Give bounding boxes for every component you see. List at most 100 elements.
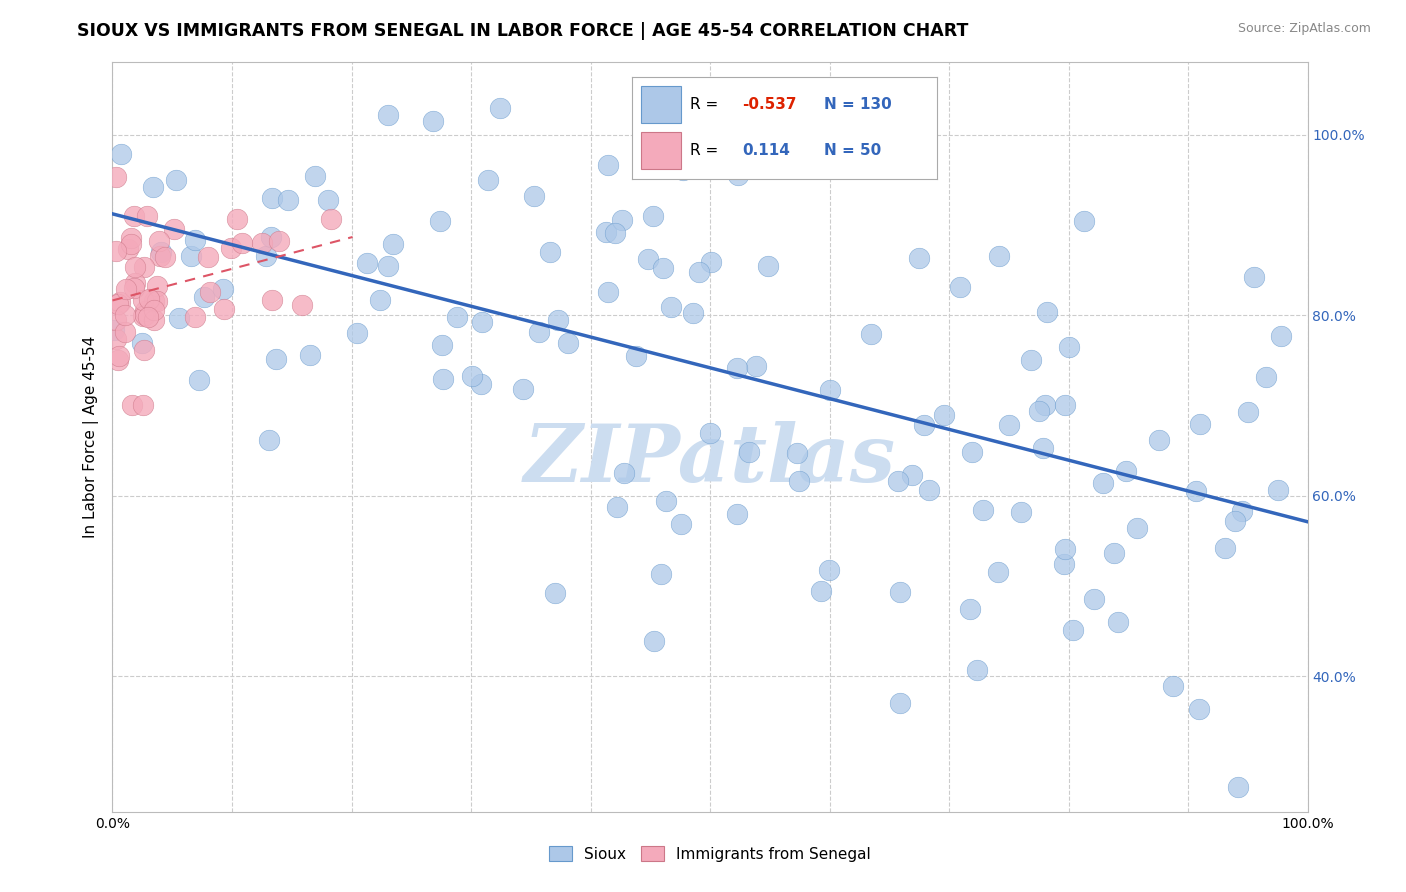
Point bbox=[121, 399, 143, 413]
Point bbox=[117, 243, 139, 257]
Point bbox=[477, 173, 499, 187]
Point bbox=[598, 159, 620, 173]
Point bbox=[547, 313, 569, 327]
Point bbox=[998, 417, 1021, 432]
Point bbox=[131, 310, 153, 324]
Point bbox=[818, 563, 841, 577]
Point bbox=[699, 426, 721, 441]
Point bbox=[120, 231, 142, 245]
Point bbox=[1036, 305, 1059, 319]
Point bbox=[529, 325, 551, 339]
Point bbox=[725, 507, 748, 521]
Point bbox=[163, 222, 186, 236]
Point bbox=[1147, 434, 1170, 448]
Point bbox=[107, 297, 129, 311]
Point bbox=[756, 260, 779, 274]
Point bbox=[138, 292, 160, 306]
Point bbox=[136, 209, 159, 223]
Point bbox=[595, 226, 617, 240]
Point bbox=[187, 373, 209, 387]
Point bbox=[120, 237, 142, 252]
Point bbox=[641, 210, 664, 224]
Point bbox=[105, 169, 128, 184]
Point bbox=[1184, 484, 1206, 499]
Point bbox=[143, 313, 166, 327]
Point bbox=[960, 445, 983, 459]
Point bbox=[988, 249, 1011, 263]
Point bbox=[606, 500, 628, 515]
Point bbox=[1053, 541, 1076, 556]
Point bbox=[446, 310, 468, 325]
Point bbox=[131, 399, 153, 413]
Point bbox=[688, 264, 710, 278]
Point bbox=[146, 293, 169, 308]
Text: ZIPatlas: ZIPatlas bbox=[524, 421, 896, 499]
Point bbox=[299, 348, 322, 362]
Point bbox=[745, 359, 768, 374]
Point bbox=[626, 349, 648, 363]
Point bbox=[1115, 464, 1137, 478]
Point bbox=[165, 172, 187, 186]
Point bbox=[114, 308, 136, 322]
Point bbox=[1031, 441, 1053, 455]
Point bbox=[114, 282, 136, 296]
Point bbox=[557, 335, 579, 350]
Point bbox=[231, 235, 253, 250]
Point bbox=[108, 350, 131, 364]
Point bbox=[103, 323, 125, 337]
Point bbox=[1107, 615, 1129, 629]
Point bbox=[150, 245, 173, 260]
Point bbox=[1053, 398, 1076, 412]
Point bbox=[257, 433, 280, 447]
Point bbox=[725, 361, 748, 376]
Point bbox=[105, 312, 128, 326]
Point bbox=[471, 315, 494, 329]
Point bbox=[250, 235, 273, 250]
Point bbox=[912, 418, 935, 433]
Point bbox=[143, 293, 166, 308]
Point bbox=[637, 252, 659, 266]
Point bbox=[212, 302, 235, 317]
Point bbox=[432, 372, 454, 386]
Point bbox=[382, 236, 405, 251]
Point bbox=[143, 302, 166, 317]
Point bbox=[1270, 329, 1292, 343]
Point bbox=[643, 634, 665, 648]
Point bbox=[828, 126, 851, 140]
Point bbox=[145, 279, 167, 293]
Point bbox=[544, 586, 567, 600]
Point bbox=[700, 255, 723, 269]
Point bbox=[470, 377, 492, 392]
Point bbox=[1254, 369, 1277, 384]
Point bbox=[810, 583, 832, 598]
Point bbox=[221, 241, 243, 255]
Point bbox=[789, 475, 811, 489]
Point bbox=[1083, 592, 1105, 607]
Point bbox=[377, 260, 399, 274]
Point bbox=[887, 474, 910, 488]
Point bbox=[122, 281, 145, 295]
Point bbox=[728, 120, 751, 134]
Point bbox=[264, 352, 287, 367]
Text: SIOUX VS IMMIGRANTS FROM SENEGAL IN LABOR FORCE | AGE 45-54 CORRELATION CHART: SIOUX VS IMMIGRANTS FROM SENEGAL IN LABO… bbox=[77, 22, 969, 40]
Point bbox=[193, 290, 215, 304]
Point bbox=[107, 352, 129, 367]
Point bbox=[966, 664, 988, 678]
Point bbox=[650, 566, 672, 581]
Point bbox=[1091, 475, 1114, 490]
Point bbox=[1057, 340, 1080, 354]
Point bbox=[1215, 541, 1237, 555]
Point bbox=[538, 245, 561, 260]
Point bbox=[738, 444, 761, 458]
Point bbox=[1102, 546, 1125, 560]
Point bbox=[155, 251, 177, 265]
Point bbox=[304, 169, 326, 184]
Point bbox=[105, 244, 128, 258]
Point bbox=[254, 249, 277, 263]
Point bbox=[598, 285, 620, 299]
Point bbox=[460, 368, 482, 383]
Point bbox=[1188, 702, 1211, 716]
Point bbox=[1028, 404, 1050, 418]
Point bbox=[134, 308, 156, 322]
Point bbox=[889, 696, 911, 710]
